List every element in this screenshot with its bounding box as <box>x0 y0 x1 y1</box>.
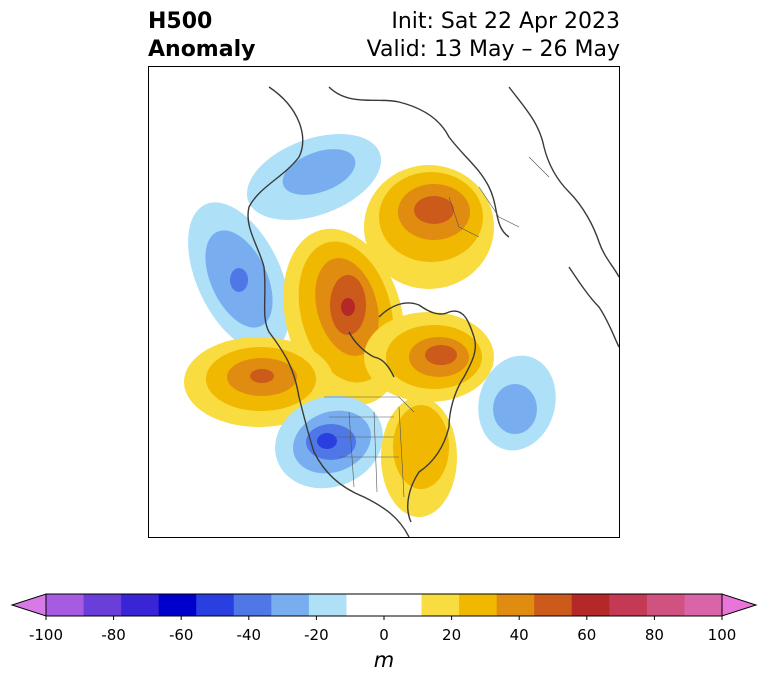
colorbar-extend-min <box>10 593 47 617</box>
colorbar-tick-label: -20 <box>304 626 329 644</box>
colorbar-bin <box>571 594 610 616</box>
colorbar-tick-label: -60 <box>168 626 194 644</box>
anomaly-map <box>149 67 619 537</box>
title-field: Anomaly <box>148 37 256 62</box>
colorbar-units: m <box>373 648 395 672</box>
colorbar-bin <box>496 594 535 616</box>
colorbar-bin <box>384 594 423 616</box>
title-variable: H500 <box>148 9 213 34</box>
colorbar-tick-label: 80 <box>644 626 664 644</box>
title-right: Init: Sat 22 Apr 2023 Valid: 13 May – 26… <box>367 8 620 64</box>
anomaly-bering-negative <box>246 134 382 220</box>
colorbar-bin <box>83 594 122 616</box>
colorbar-bin <box>46 594 85 616</box>
coastlines <box>247 86 619 537</box>
anomaly-atlantic-negative <box>478 355 556 451</box>
valid-range: Valid: 13 May – 26 May <box>366 37 620 62</box>
colorbar-bin <box>534 594 573 616</box>
colorbar-bin <box>459 594 498 616</box>
colorbar-bin <box>271 594 310 616</box>
map-panel[interactable] <box>148 66 620 538</box>
init-date: Init: Sat 22 Apr 2023 <box>391 9 620 34</box>
colorbar-bin <box>196 594 235 616</box>
anomaly-west-us-negative <box>275 395 383 489</box>
political-borders <box>324 156 550 498</box>
colorbar-bin <box>646 594 685 616</box>
anomaly-siberia-positive <box>364 165 494 289</box>
colorbar-tick-label: 0 <box>379 626 389 644</box>
colorbar-bin <box>421 594 460 616</box>
colorbar-bin <box>308 594 347 616</box>
anomaly-hudson-positive <box>364 312 494 402</box>
colorbar-tick-label: 100 <box>707 626 737 644</box>
colorbar-bin <box>121 594 160 616</box>
colorbar-bin <box>684 594 723 616</box>
colorbar-bin <box>233 594 272 616</box>
colorbar-bin <box>346 594 385 616</box>
title-left: H500 Anomaly <box>148 8 255 64</box>
colorbar-bin <box>158 594 197 616</box>
colorbar-tick-label: 60 <box>577 626 597 644</box>
colorbar-tick-label: 40 <box>509 626 529 644</box>
colorbar-extend-max <box>721 593 758 617</box>
colorbar-tick-label: -80 <box>101 626 126 644</box>
colorbar-tick-label: 20 <box>442 626 462 644</box>
colorbar-tick-label: -40 <box>236 626 262 644</box>
colorbar-tick-label: -100 <box>28 626 64 644</box>
colorbar <box>10 593 758 620</box>
colorbar-bin <box>609 594 648 616</box>
